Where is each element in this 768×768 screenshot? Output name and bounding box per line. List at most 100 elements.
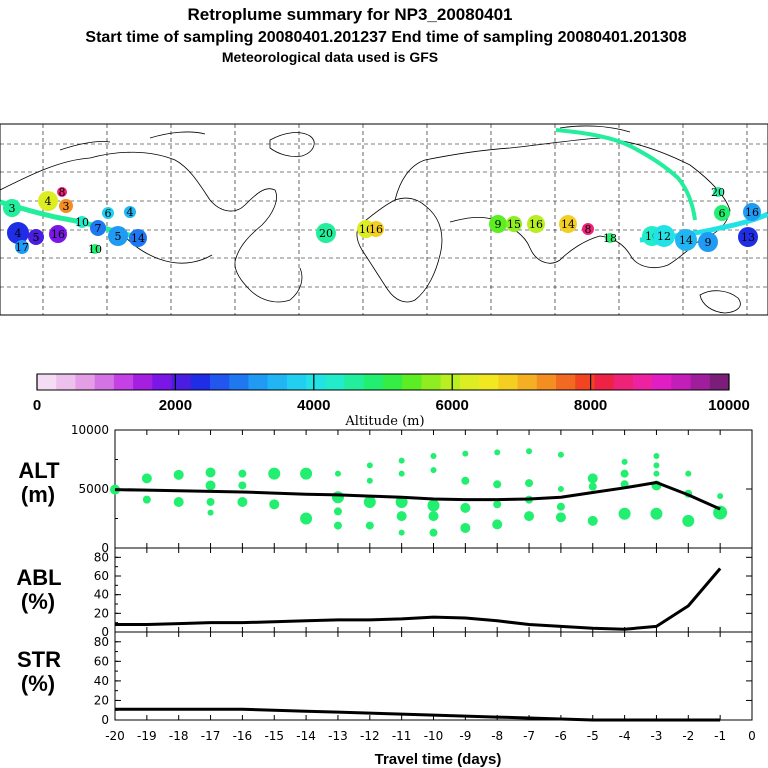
plume-blob-label: 16 [745,206,759,219]
colorbar-tick-label: 2000 [159,397,192,414]
x-tick-label: -18 [169,729,189,743]
colorbar-tick-label: 0 [33,397,41,414]
x-tick-label: -9 [459,729,471,743]
plume-blob-label: 6 [719,207,726,220]
colorbar-cell [383,374,403,390]
alt-scatter-point [524,511,535,522]
alt-scatter-point [588,482,597,491]
x-tick-label: -5 [587,729,599,743]
colorbar-cells [37,374,730,390]
plume-blob-label: 20 [319,227,333,240]
x-tick-label: -13 [328,729,348,743]
x-tick-label: -6 [555,729,567,743]
plume-blob [3,199,21,217]
alt-scatter-point [557,486,564,492]
plume-blob-label: 4 [127,206,134,219]
x-tick-label: -17 [201,729,221,743]
alt-scatter-point [333,507,342,516]
x-tick-label: -11 [392,729,412,743]
x-tick-label: -10 [424,729,444,743]
alt-scatter-point [207,509,214,516]
greenland-coast [269,132,315,157]
met-data-note: Meteorological data used is GFS [222,49,438,65]
colorbar-label: Altitude (m) [344,414,424,429]
plume-blob-label: 14 [131,232,145,245]
abl-series-line [115,567,722,631]
colorbar-cell [556,374,576,390]
x-tick-label: -12 [360,729,380,743]
alt-scatter-point [173,469,184,480]
alt-scatter-point [141,473,152,484]
plume-blob [738,227,758,247]
alt-scatter-point [334,470,341,477]
alt-scatter-point [555,512,566,523]
alt-scatter-point [237,496,248,507]
x-tick-label: -14 [296,729,316,743]
x-tick-label: -3 [650,729,662,743]
colorbar-cell [306,374,326,390]
colorbar-cell [37,374,57,390]
plume-blob [28,229,44,245]
plume-blob [108,226,128,246]
x-tick-label: -19 [137,729,157,743]
plume-blob-label: 15 [507,218,521,231]
str-series-line [115,707,721,722]
alt-scatter-point [206,497,215,506]
abl-panel-label: ABL [16,565,61,590]
plume-blob [698,232,718,252]
alt-scatter-point [365,521,374,530]
str-panel-label: STR [17,647,61,672]
alt-scatter-point [366,462,373,469]
plume-blob [90,244,100,254]
colorbar-tick-label: 4000 [297,397,330,414]
plume-blob-label: 14 [561,218,575,231]
colorbar-cell [594,374,615,390]
colorbar-cell [363,374,384,390]
plume-track-arctic [555,128,697,221]
plume-blob-label: 6 [105,207,112,220]
map-gridlines [0,124,768,315]
x-tick-label: -7 [523,729,535,743]
alt-scatter-point [492,519,503,530]
alt-scatter-point [398,529,405,536]
plume-blob [489,215,507,233]
plume-blob [90,220,106,236]
colorbar-cell [248,374,269,390]
alt-panel-unit: (m) [21,482,55,507]
colorbar-cell [286,374,307,390]
colorbar-cell [133,374,153,390]
colorbar-cell [498,374,519,390]
alt-y-tick-label: 5000 [78,482,109,496]
colorbar-cell [517,374,538,390]
australia-coast [699,290,741,314]
plume-blob [653,225,675,247]
str-y-tick-label: 60 [94,654,109,668]
alt-scatter-point [526,448,533,455]
alt-panel-label: ALT [18,458,60,483]
str-y-tick-label: 40 [94,674,109,688]
alt-scatter-point [268,467,281,480]
colorbar-cell [459,374,480,390]
str-y-tick-label: 0 [101,713,109,727]
alt-scatter-point [685,470,692,477]
colorbar-cell [267,374,288,390]
alt-scatter-point [621,458,628,465]
sampling-times: Start time of sampling 20080401.201237 E… [85,29,686,46]
alt-scatter-point [331,491,344,504]
x-tick-label: -8 [491,729,503,743]
colorbar-cell [536,374,557,390]
plume-blob [59,199,73,213]
colorbar-cell [190,374,211,390]
plume-blob-label: 5 [33,231,40,244]
abl-y-tick-label: 80 [94,550,109,564]
str-y-tick-label: 80 [94,635,109,649]
plume-blob-label: 13 [741,231,755,244]
figure-title: Retroplume summary for NP3_20080401 [187,5,512,24]
colorbar-cell [652,374,672,390]
alt-scatter-point [557,451,564,458]
plume-blob [675,229,697,251]
alt-scatter-point [556,502,565,511]
plume-blob [316,223,336,243]
plume-blob [129,229,147,247]
